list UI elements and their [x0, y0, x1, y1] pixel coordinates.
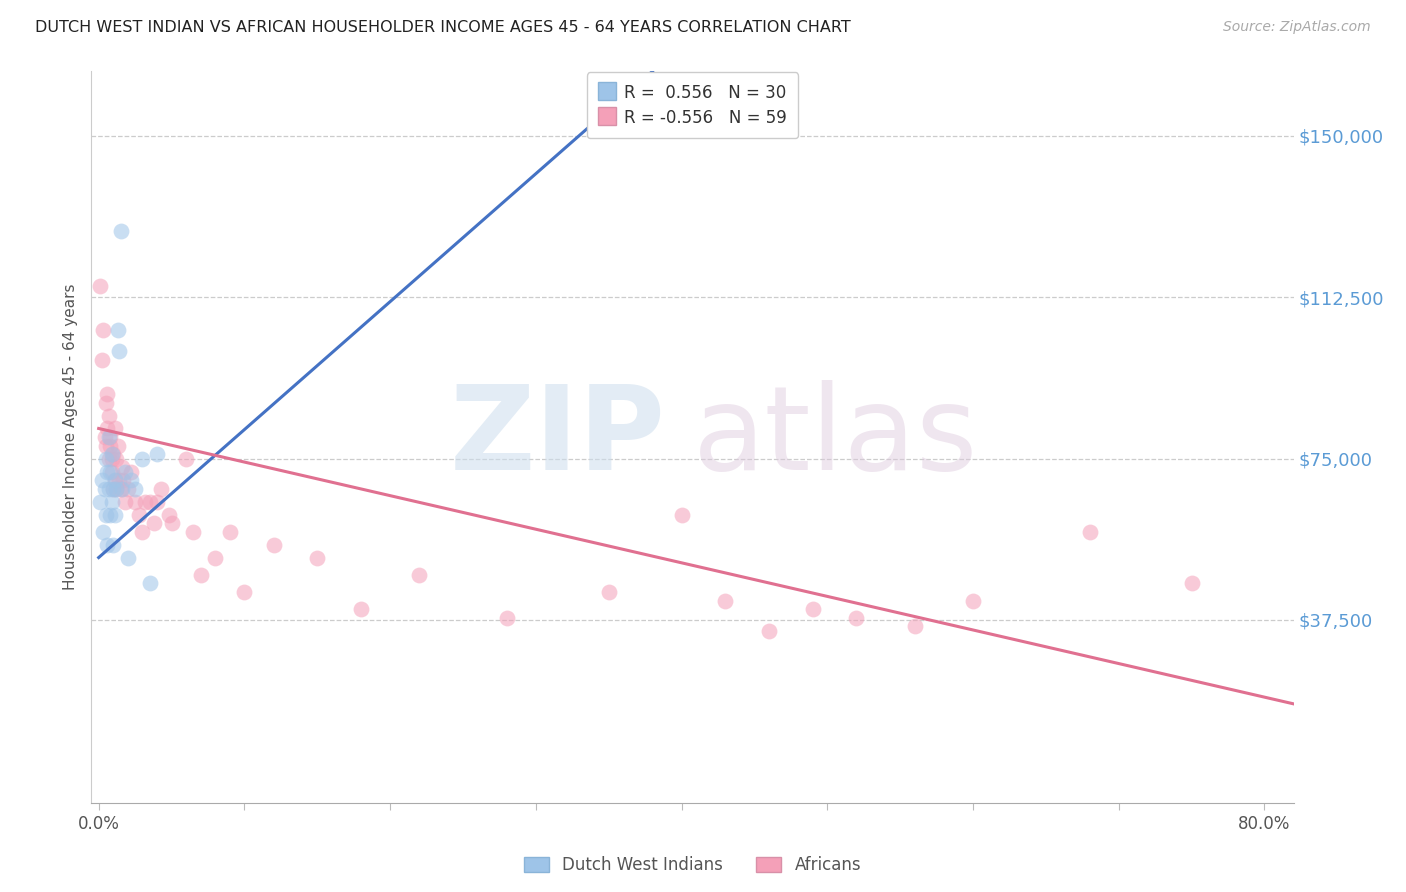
Point [110, 223, 132, 237]
Point [111, 460, 134, 475]
Point [94, 439, 117, 453]
Point [350, 602, 373, 616]
Point [103, 447, 125, 461]
Point [96, 387, 118, 401]
Point [97, 430, 120, 444]
Point [98, 465, 121, 479]
Point [138, 494, 160, 508]
Point [111, 482, 134, 496]
Point [101, 494, 124, 508]
Text: Source: ZipAtlas.com: Source: ZipAtlas.com [1223, 20, 1371, 34]
Point [96, 421, 118, 435]
Point [104, 473, 127, 487]
Point [103, 482, 125, 496]
Point [105, 451, 128, 466]
Point [174, 451, 197, 466]
Point [1078, 524, 1101, 539]
Point [91, 322, 114, 336]
Point [96, 538, 118, 552]
Point [90, 352, 112, 367]
Point [97, 451, 120, 466]
Point [105, 482, 128, 496]
Point [97, 482, 120, 496]
Point [108, 344, 131, 359]
Point [112, 473, 135, 487]
Point [104, 473, 127, 487]
Point [104, 421, 127, 435]
Point [408, 567, 430, 582]
Point [134, 494, 156, 508]
Point [124, 494, 146, 508]
Point [98, 508, 121, 522]
Point [98, 439, 121, 453]
Point [94, 451, 117, 466]
Point [146, 494, 169, 508]
Point [120, 473, 142, 487]
Point [138, 576, 160, 591]
Point [160, 516, 183, 530]
Y-axis label: Householder Income Ages 45 - 64 years: Householder Income Ages 45 - 64 years [63, 284, 79, 591]
Point [131, 524, 153, 539]
Point [108, 473, 131, 487]
Point [103, 538, 125, 552]
Point [758, 624, 780, 638]
Point [263, 538, 285, 552]
Point [96, 465, 118, 479]
Point [131, 451, 153, 466]
Point [233, 585, 256, 599]
Point [101, 451, 124, 466]
Legend: Dutch West Indians, Africans: Dutch West Indians, Africans [516, 847, 869, 882]
Point [845, 611, 868, 625]
Point [94, 508, 117, 522]
Point [143, 516, 166, 530]
Point [89, 494, 111, 508]
Point [157, 508, 180, 522]
Point [146, 447, 169, 461]
Text: ZIP: ZIP [450, 380, 666, 494]
Point [190, 567, 212, 582]
Point [98, 430, 121, 444]
Point [90, 473, 112, 487]
Point [103, 482, 125, 496]
Point [91, 524, 114, 539]
Point [107, 322, 129, 336]
Point [114, 494, 136, 508]
Point [114, 465, 136, 479]
Point [307, 550, 329, 565]
Text: DUTCH WEST INDIAN VS AFRICAN HOUSEHOLDER INCOME AGES 45 - 64 YEARS CORRELATION C: DUTCH WEST INDIAN VS AFRICAN HOUSEHOLDER… [35, 20, 851, 35]
Point [101, 447, 124, 461]
Point [97, 409, 120, 423]
Point [801, 602, 824, 616]
Point [120, 465, 142, 479]
Point [117, 482, 139, 496]
Point [93, 482, 115, 496]
Point [89, 279, 111, 293]
Point [218, 524, 240, 539]
Point [110, 482, 132, 496]
Point [714, 593, 737, 607]
Point [1180, 576, 1202, 591]
Point [93, 430, 115, 444]
Point [495, 611, 517, 625]
Point [962, 593, 984, 607]
Point [117, 550, 139, 565]
Point [104, 508, 127, 522]
Point [204, 550, 226, 565]
Point [904, 619, 927, 633]
Text: atlas: atlas [692, 380, 977, 494]
Point [183, 524, 205, 539]
Point [128, 508, 150, 522]
Point [671, 508, 693, 522]
Point [107, 439, 129, 453]
Point [150, 482, 173, 496]
Point [94, 395, 117, 409]
Point [598, 585, 620, 599]
Point [101, 465, 124, 479]
Point [124, 482, 146, 496]
Point [105, 482, 128, 496]
